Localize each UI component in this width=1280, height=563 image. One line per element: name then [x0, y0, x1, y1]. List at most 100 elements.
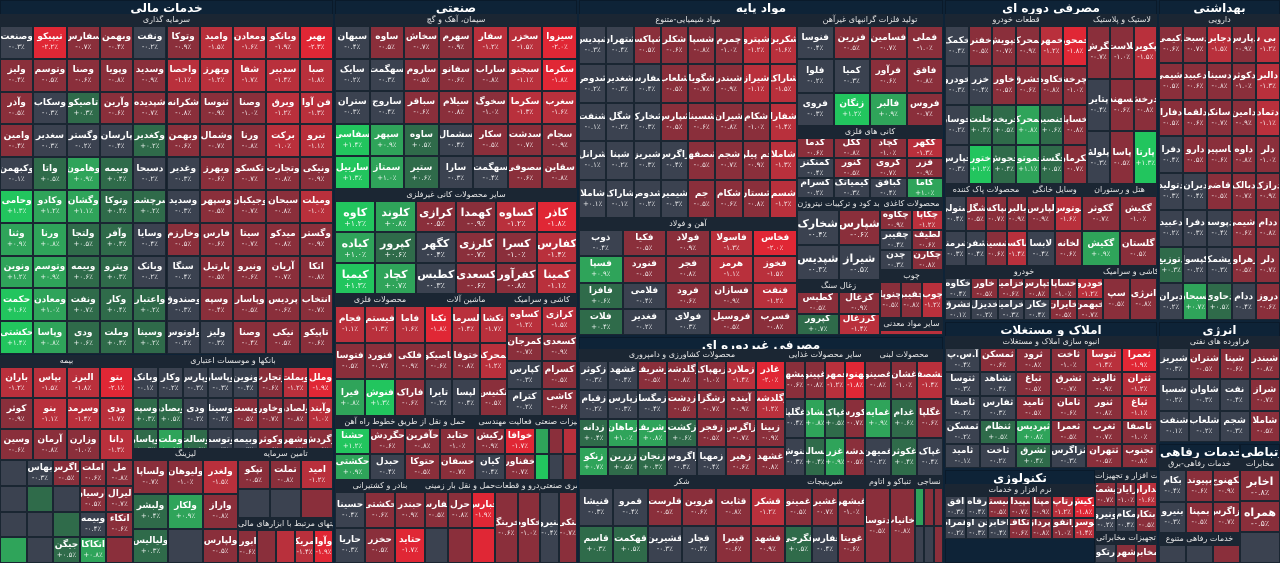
stock-tile[interactable]: تایرا -۰.۳٪ — [425, 379, 453, 416]
stock-tile[interactable]: ددام -۰.۸٪ — [1255, 209, 1280, 247]
stock-tile[interactable]: سمتاز +۱.۰٪ — [369, 156, 405, 189]
stock-tile[interactable]: قنیشا -۰.۳٪ — [579, 488, 614, 526]
stock-tile[interactable]: خفناور -۰.۷٪ — [505, 454, 535, 480]
stock-tile[interactable]: خساپا -۱.۰٪ — [1050, 278, 1077, 299]
stock-tile[interactable]: دسبحا-۰.۷٪ — [1183, 26, 1208, 63]
stock-tile[interactable]: سخاش -۰.۷٪ — [404, 26, 439, 59]
stock-tile[interactable]: کمینا -۱.۱٪ — [536, 263, 577, 294]
stock-tile[interactable]: ولیز -۰.۴٪ — [0, 58, 34, 92]
stock-tile[interactable]: فکیا -۰.۵٪ — [622, 230, 667, 257]
stock-tile[interactable]: فولاد -۰.۹٪ — [666, 230, 710, 257]
stock-tile[interactable]: افق -۰.۳٪ — [945, 496, 967, 518]
stock-tile[interactable]: جم پیلن-۰.۹٪ — [742, 141, 770, 180]
stock-tile[interactable]: ساوه +۰.۵٪ — [404, 123, 439, 157]
stock-tile[interactable]: شپاکسا-۰.۵٪ — [633, 26, 661, 65]
stock-tile[interactable]: کچاد -۱.۰٪ — [870, 138, 907, 158]
stock-tile[interactable]: دکپسول-۰.۲٪ — [1183, 246, 1208, 284]
stock-tile[interactable]: شپترو -۱.۲٪ — [742, 26, 770, 65]
stock-tile[interactable]: وپاسار -۰.۵٪ — [233, 288, 267, 322]
stock-tile[interactable]: سخزر -۱.۵٪ — [507, 26, 543, 59]
stock-tile[interactable]: ومعادن -۱.۶٪ — [233, 26, 267, 59]
stock-tile[interactable]: ساراب -۰.۸٪ — [473, 58, 508, 92]
stock-tile[interactable]: وبانک -۰.۲٪ — [133, 255, 167, 289]
stock-tile[interactable]: دارو -۰.۵٪ — [1183, 136, 1208, 173]
stock-tile[interactable]: دامین -۰.۹٪ — [1231, 99, 1256, 137]
stock-tile[interactable]: تیپیکو -۲.۲٪ — [33, 26, 67, 59]
stock-tile[interactable]: وآرین -۰.۶٪ — [99, 91, 134, 125]
stock-tile[interactable]: فافزا +۰.۶٪ — [579, 282, 623, 309]
stock-tile[interactable]: خکاوه-۱.۰٪ — [517, 492, 540, 563]
stock-tile[interactable]: ثباغ -۱.۱٪ — [1121, 396, 1157, 420]
stock-tile[interactable]: کباده +۱.۰٪ — [335, 232, 376, 263]
stock-tile[interactable]: دانا -۱.۳٪ — [99, 429, 133, 460]
stock-tile[interactable]: لخانه -۰.۶٪ — [1054, 231, 1082, 266]
stock-tile[interactable]: فسرب -۰.۸٪ — [753, 308, 797, 335]
stock-tile[interactable]: وبیمه-۰.۴٪ — [79, 511, 107, 538]
stock-tile[interactable]: وسدید -۰.۹٪ — [133, 58, 167, 92]
stock-tile[interactable]: شیراز -۰.۵٪ — [838, 245, 880, 280]
stock-tile[interactable]: ولکار +۰.۹٪ — [168, 494, 203, 529]
stock-tile[interactable]: شراز -۰.۷٪ — [1249, 379, 1280, 411]
stock-tile[interactable]: دیران -۰.۲٪ — [1159, 283, 1184, 320]
stock-tile[interactable]: مپنا -۰.۹٪ — [1030, 496, 1053, 518]
stock-tile[interactable]: غبشهر-۰.۶٪ — [785, 361, 805, 400]
stock-tile[interactable]: زکوثر -۰.۳٪ — [579, 361, 609, 390]
stock-tile[interactable]: خجوش+۰.۴٪ — [992, 144, 1016, 184]
stock-tile[interactable]: رکیش -۰.۹٪ — [475, 428, 505, 454]
stock-tile[interactable]: کرازی -۱.۵٪ — [542, 306, 577, 334]
stock-tile[interactable]: خبهمن-۰.۷٪ — [1076, 299, 1103, 320]
stock-tile[interactable]: وبصادر+۰.۵٪ — [158, 398, 183, 429]
stock-tile[interactable] — [0, 485, 27, 512]
stock-tile[interactable]: ثاصفا -۰.۲٪ — [945, 396, 981, 420]
stock-tile[interactable]: زاگرس-۰.۵٪ — [53, 460, 80, 486]
stock-tile[interactable]: سقاین -۰.۸٪ — [542, 156, 577, 189]
stock-tile[interactable]: وپویا -۰.۸٪ — [99, 58, 134, 92]
stock-tile[interactable]: غکوثر +۰.۴٪ — [891, 437, 917, 476]
stock-tile[interactable]: غمایه +۰.۹٪ — [865, 399, 891, 438]
stock-tile[interactable]: سپهر +۰.۹٪ — [369, 123, 405, 157]
stock-tile[interactable]: دلقما -۰.۶٪ — [1183, 99, 1208, 137]
stock-tile[interactable]: وصنا -۰.۶٪ — [66, 58, 100, 92]
stock-tile[interactable]: بنیرو -۰.۳٪ — [1159, 501, 1186, 533]
stock-tile[interactable]: کچاد +۰.۷٪ — [375, 263, 416, 294]
stock-tile[interactable]: پردیس -۰.۶٪ — [266, 288, 300, 322]
stock-tile[interactable]: شنفت -۰.۱٪ — [1159, 410, 1190, 442]
stock-tile[interactable]: بپاس -۱.۵٪ — [33, 367, 67, 398]
stock-tile[interactable]: ثپردیس +۰.۸٪ — [1015, 420, 1051, 444]
stock-tile[interactable]: کوثر -۰.۹٪ — [0, 398, 34, 429]
stock-tile[interactable]: وامید -۱.۵٪ — [199, 26, 234, 59]
stock-tile[interactable]: داوه -۰.۸٪ — [1231, 136, 1256, 173]
stock-tile[interactable]: دلر -۱.۰٪ — [1255, 136, 1280, 173]
stock-tile[interactable]: بکهنوج-۰.۹٪ — [1213, 470, 1240, 502]
stock-tile[interactable]: فلکی -۰.۹٪ — [395, 342, 425, 380]
stock-tile[interactable]: حاریا -۰.۳٪ — [335, 527, 365, 563]
stock-tile[interactable]: شاراک -۱.۵٪ — [769, 64, 797, 103]
stock-tile[interactable]: وپست -۰.۵٪ — [233, 398, 258, 429]
stock-tile[interactable]: دحاوی+۰.۵٪ — [1207, 283, 1232, 320]
stock-tile[interactable]: وتجارت-۰.۶٪ — [258, 367, 283, 398]
stock-tile[interactable] — [933, 525, 943, 563]
stock-tile[interactable]: وتجارت -۰.۸٪ — [266, 157, 300, 190]
stock-tile[interactable]: وبانک -۰.۱٪ — [133, 367, 158, 398]
stock-tile[interactable]: شیران -۰.۸٪ — [715, 102, 743, 142]
stock-tile[interactable]: رتاپ -۱.۲٪ — [1052, 496, 1074, 518]
stock-tile[interactable]: ومعادن +۱.۰٪ — [33, 288, 67, 322]
stock-tile[interactable]: وغدیر -۰.۳٪ — [166, 157, 200, 190]
stock-tile[interactable]: سارا -۰.۳٪ — [438, 156, 474, 189]
stock-tile[interactable]: دسانکو-۰.۷٪ — [1207, 99, 1232, 137]
stock-tile[interactable]: فلامی -۰.۴٪ — [622, 282, 667, 309]
stock-tile[interactable]: وسرمد -۱.۴٪ — [66, 398, 100, 429]
stock-tile[interactable]: بنیرو-۰.۴٪ — [540, 492, 559, 563]
stock-tile[interactable] — [26, 537, 54, 563]
stock-tile[interactable]: سیلام -۰.۸٪ — [438, 91, 474, 124]
stock-tile[interactable]: ونوین +۱.۲٪ — [0, 255, 34, 289]
stock-tile[interactable]: وبیمه +۰.۶٪ — [66, 255, 100, 289]
stock-tile[interactable]: دزهراوی-۰.۵٪ — [1231, 246, 1256, 284]
stock-tile[interactable]: بالبر -۰.۹٪ — [1006, 196, 1027, 231]
stock-tile[interactable]: سجام -۰.۹٪ — [542, 123, 577, 157]
stock-tile[interactable]: خگستر+۰.۵٪ — [1039, 144, 1064, 184]
stock-tile[interactable]: کسعدی -۰.۶٪ — [456, 263, 497, 294]
stock-tile[interactable]: دتوسا -۰.۵٪ — [865, 488, 890, 563]
stock-tile[interactable]: شفارس-۰.۴٪ — [633, 64, 661, 103]
stock-tile[interactable]: چمرم -۱.۰٪ — [715, 26, 743, 65]
